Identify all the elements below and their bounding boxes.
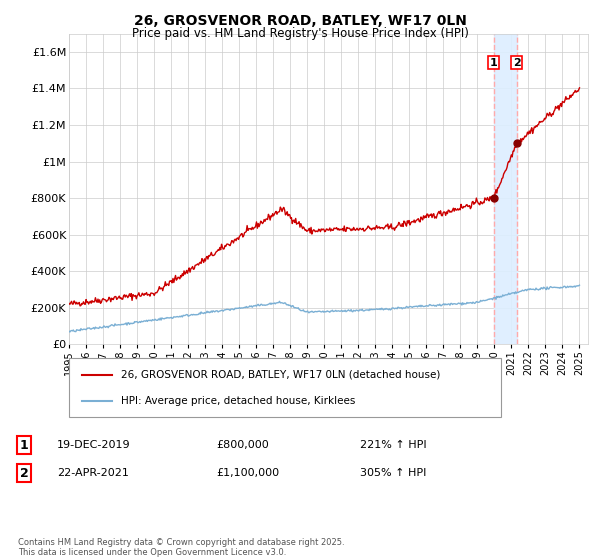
Text: 2: 2 (513, 58, 521, 68)
Bar (494, 34, 517, 344)
Text: Contains HM Land Registry data © Crown copyright and database right 2025.
This d: Contains HM Land Registry data © Crown c… (18, 538, 344, 557)
Text: 221% ↑ HPI: 221% ↑ HPI (360, 440, 427, 450)
Text: 26, GROSVENOR ROAD, BATLEY, WF17 0LN: 26, GROSVENOR ROAD, BATLEY, WF17 0LN (134, 14, 466, 28)
Text: £1,100,000: £1,100,000 (216, 468, 279, 478)
Text: 19-DEC-2019: 19-DEC-2019 (57, 440, 131, 450)
Text: Price paid vs. HM Land Registry's House Price Index (HPI): Price paid vs. HM Land Registry's House … (131, 27, 469, 40)
Text: 22-APR-2021: 22-APR-2021 (57, 468, 129, 478)
Text: HPI: Average price, detached house, Kirklees: HPI: Average price, detached house, Kirk… (121, 396, 355, 406)
Text: 305% ↑ HPI: 305% ↑ HPI (360, 468, 427, 478)
Text: £800,000: £800,000 (216, 440, 269, 450)
Text: 2: 2 (20, 466, 28, 480)
FancyBboxPatch shape (69, 358, 501, 417)
Text: 1: 1 (490, 58, 497, 68)
Text: 26, GROSVENOR ROAD, BATLEY, WF17 0LN (detached house): 26, GROSVENOR ROAD, BATLEY, WF17 0LN (de… (121, 370, 440, 380)
Text: 1: 1 (20, 438, 28, 452)
